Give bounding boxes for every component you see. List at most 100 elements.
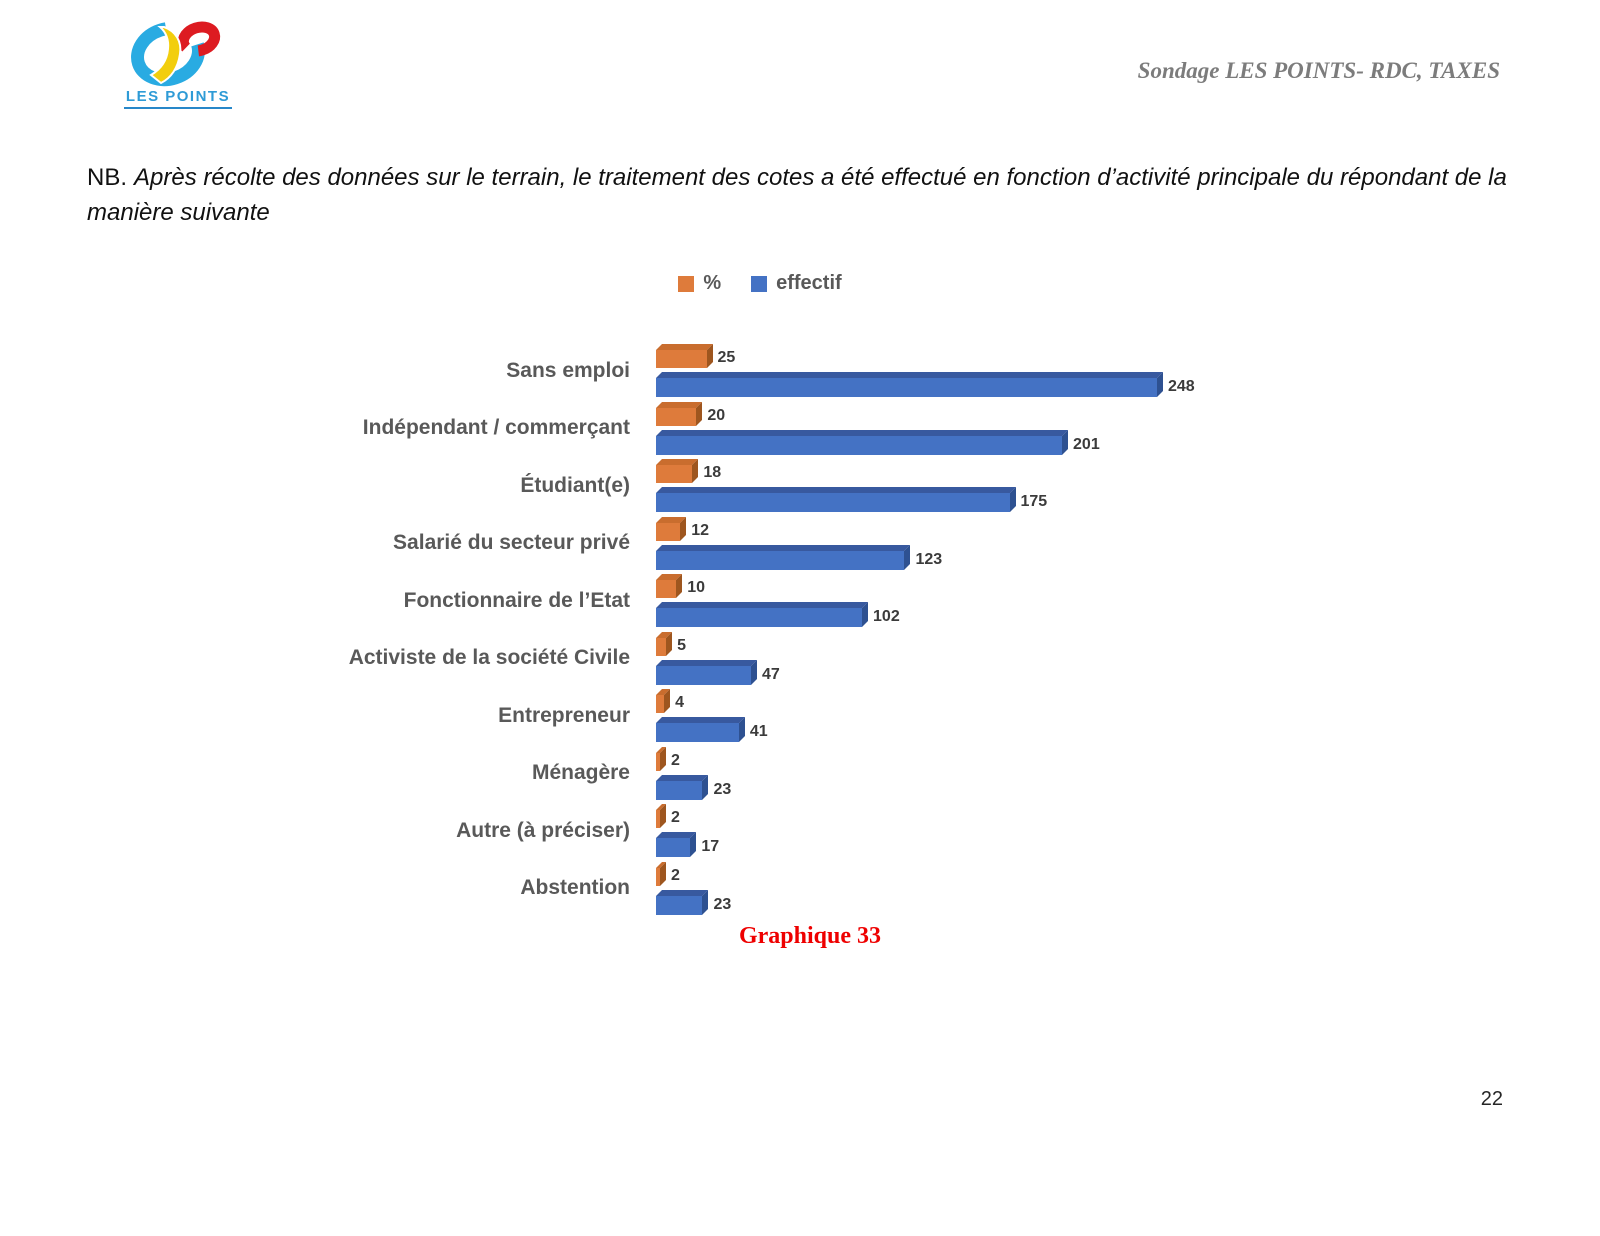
les-points-logo-icon	[131, 21, 221, 87]
category-label: Ménagère	[531, 761, 630, 785]
chart-row: Ménagère 2 23	[330, 745, 1260, 803]
percent-bar	[656, 867, 661, 886]
effectif-value-label: 201	[1073, 435, 1100, 453]
category-label: Fonctionnaire de l’Etat	[403, 588, 630, 612]
effectif-bar-line: 23	[656, 775, 1260, 800]
chart-caption: Graphique 33	[738, 923, 882, 949]
percent-bar-line: 2	[656, 862, 1260, 886]
percent-bar-line: 5	[656, 632, 1260, 656]
row-bars: 5 47	[656, 632, 1260, 685]
percent-bar	[656, 752, 661, 771]
effectif-value-label: 47	[761, 665, 780, 683]
effectif-bar	[656, 550, 905, 570]
effectif-value-label: 102	[873, 608, 900, 626]
effectif-value-label: 41	[749, 723, 768, 741]
effectif-value-label: 123	[915, 550, 943, 568]
effectif-bar	[656, 723, 739, 743]
row-bars: 4 41	[656, 689, 1260, 743]
chart-row: Fonctionnaire de l’Etat 10 102	[330, 572, 1260, 630]
legend-swatch-percent-icon	[678, 275, 695, 292]
percent-value-label: 10	[687, 579, 705, 597]
effectif-value-label: 17	[701, 838, 720, 856]
percent-bar-line: 12	[656, 517, 1260, 541]
legend-item-percent: %	[678, 272, 721, 295]
percent-bar-line: 18	[656, 459, 1260, 484]
page-number: 22	[1480, 1088, 1503, 1110]
chart-row: Activiste de la société Civile 5 47	[330, 630, 1260, 688]
header-title: Sondage LES POINTS- RDC, TAXES	[1137, 58, 1500, 83]
percent-bar-line: 2	[656, 804, 1260, 829]
effectif-bar	[656, 378, 1157, 398]
percent-bar-line: 20	[656, 402, 1260, 426]
percent-bar-line: 2	[656, 747, 1260, 771]
percent-bar-line: 4	[656, 689, 1260, 714]
row-bars: 25 248	[656, 344, 1260, 398]
percent-bar	[656, 695, 665, 714]
les-points-logo: LES POINTS	[118, 18, 238, 109]
effectif-bar-line: 41	[656, 717, 1260, 743]
percent-value-label: 12	[691, 521, 710, 539]
category-label: Étudiant(e)	[520, 473, 630, 497]
percent-value-label: 5	[677, 636, 686, 654]
percent-bar	[656, 522, 681, 541]
effectif-bar	[656, 493, 1010, 513]
percent-bar	[656, 580, 677, 599]
percent-bar	[656, 407, 697, 426]
percent-value-label: 2	[671, 866, 680, 884]
chart-row: Salarié du secteur privé 12 123	[330, 515, 1260, 573]
chart-rows: Sans emploi 25 248 Indépendant / commerç…	[330, 342, 1260, 917]
effectif-bar-line: 201	[656, 430, 1260, 455]
row-bars: 2 23	[656, 747, 1260, 800]
chart-row: Sans emploi 25 248	[330, 342, 1260, 400]
percent-value-label: 2	[671, 751, 680, 769]
effectif-value-label: 175	[1020, 493, 1048, 511]
percent-bar	[656, 637, 667, 656]
chart-legend: % effectif	[310, 272, 1210, 295]
percent-bar	[656, 465, 693, 484]
note-text: Après récolte des données sur le terrain…	[87, 164, 1507, 226]
percent-bar	[656, 810, 661, 829]
chart-row: Étudiant(e) 18 175	[330, 457, 1260, 515]
effectif-bar-line: 175	[656, 487, 1260, 513]
legend-label-percent: %	[703, 272, 722, 294]
row-bars: 2 23	[656, 862, 1260, 915]
effectif-bar-line: 17	[656, 832, 1260, 858]
category-label: Abstention	[520, 876, 630, 900]
chart-row: Indépendant / commerçant 20 201	[330, 400, 1260, 458]
effectif-value-label: 23	[713, 895, 732, 913]
effectif-bar	[656, 838, 691, 858]
chart-row: Autre (à préciser) 2 17	[330, 802, 1260, 860]
effectif-bar-line: 102	[656, 602, 1260, 628]
effectif-bar	[656, 435, 1063, 455]
percent-value-label: 18	[703, 464, 722, 482]
percent-value-label: 2	[671, 809, 680, 827]
row-bars: 20 201	[656, 402, 1260, 455]
note-label: NB.	[87, 164, 128, 191]
row-bars: 12 123	[656, 517, 1260, 570]
percent-bar-line: 10	[656, 574, 1260, 599]
legend-label-effectif: effectif	[776, 272, 842, 294]
percent-bar	[656, 350, 707, 369]
effectif-bar-line: 47	[656, 660, 1260, 685]
effectif-bar-line: 248	[656, 372, 1260, 398]
percent-bar-line: 25	[656, 344, 1260, 369]
row-bars: 10 102	[656, 574, 1260, 628]
category-label: Activiste de la société Civile	[348, 646, 630, 670]
effectif-value-label: 23	[713, 780, 732, 798]
effectif-bar	[656, 665, 751, 685]
row-bars: 2 17	[656, 804, 1260, 858]
percent-value-label: 20	[707, 406, 726, 424]
category-label: Salarié du secteur privé	[393, 531, 630, 555]
chart-row: Abstention 2 23	[330, 860, 1260, 918]
effectif-bar-line: 123	[656, 545, 1260, 570]
legend-swatch-effectif-icon	[751, 275, 768, 292]
category-label: Entrepreneur	[498, 703, 630, 727]
category-label: Sans emploi	[506, 358, 630, 382]
category-label: Indépendant / commerçant	[362, 416, 630, 440]
row-bars: 18 175	[656, 459, 1260, 513]
percent-value-label: 4	[675, 694, 684, 712]
effectif-bar	[656, 895, 703, 915]
effectif-bar	[656, 608, 863, 628]
effectif-bar-line: 23	[656, 890, 1260, 915]
